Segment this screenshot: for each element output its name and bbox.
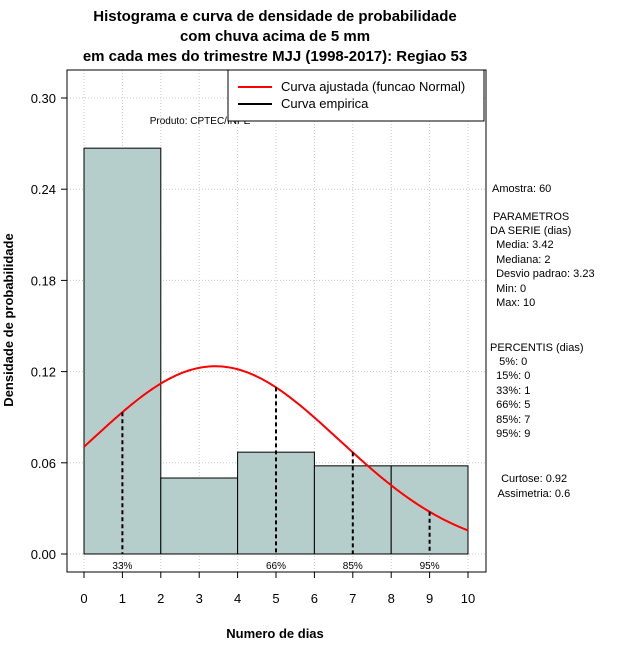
stat-p95: 95%: 9 [490,428,531,440]
y-tick-label-0: 0.00 [31,547,56,562]
chart-title-line-3: em cada mes do trimestre MJJ (1998-2017)… [83,48,467,65]
x-tick-label-7: 7 [349,591,356,606]
chart-title-line-1: Histograma e curva de densidade de proba… [93,8,456,25]
y-axis-title: Densidade de probabilidade [1,233,16,406]
histogram-bar-0 [83,147,162,555]
stat-mediana: Mediana: 2 [490,254,551,266]
x-tick-label-2: 2 [157,591,164,606]
histogram-bar-4 [390,465,469,555]
stat-assimetria: Assimetria: 0.6 [495,488,571,500]
normal-fit-curve [83,365,469,532]
stat-min: Min: 0 [490,283,527,295]
x-tick-label-0: 0 [80,591,87,606]
x-tick-label-1: 1 [119,591,126,606]
x-tick-label-6: 6 [311,591,318,606]
x-tick-label-8: 8 [388,591,395,606]
legend-normal-label: Curva ajustada (funcao Normal) [281,79,465,94]
stat-curtose: Curtose: 0.92 [495,473,568,485]
stat-percentis-header: PERCENTIS (dias) [490,342,584,354]
stat-params-header-2: DA SERIE (dias) [490,225,572,237]
legend-empirical-label: Curva empirica [281,96,369,111]
y-tick-label-2: 0.12 [31,365,56,380]
stat-desvio: Desvio padrao: 3.23 [490,268,595,280]
y-tick-label-4: 0.24 [31,182,56,197]
x-axis-title: Numero de dias [226,626,324,641]
x-tick-label-9: 9 [426,591,433,606]
stat-p85: 85%: 7 [490,414,531,426]
percentile-label-3: 95% [420,561,440,572]
stat-max: Max: 10 [490,297,536,309]
percentile-label-1: 66% [266,561,286,572]
histogram-bar-1 [160,477,239,555]
x-tick-label-10: 10 [461,591,475,606]
stat-p5: 5%: 0 [490,356,528,368]
percentile-label-0: 33% [112,561,132,572]
stat-p15: 15%: 0 [490,370,531,382]
x-tick-label-4: 4 [234,591,241,606]
stat-p33: 33%: 1 [490,385,531,397]
chart-title-line-2: com chuva acima de 5 mm [180,28,370,45]
y-tick-label-5: 0.30 [31,91,56,106]
percentile-label-2: 85% [343,561,363,572]
legend-box [227,69,485,122]
y-tick-label-1: 0.06 [31,456,56,471]
stat-params-header-1: PARAMETROS [490,211,570,223]
legend: Curva ajustada (funcao Normal) Curva emp… [227,69,485,122]
product-label: Produto: CPTEC/INPE [150,116,251,127]
stat-media: Media: 3.42 [490,239,554,251]
x-tick-label-3: 3 [196,591,203,606]
x-tick-label-5: 5 [272,591,279,606]
stat-sample: Amostra: 60 [492,183,552,195]
y-tick-label-3: 0.18 [31,273,56,288]
stat-p66: 66%: 5 [490,399,531,411]
